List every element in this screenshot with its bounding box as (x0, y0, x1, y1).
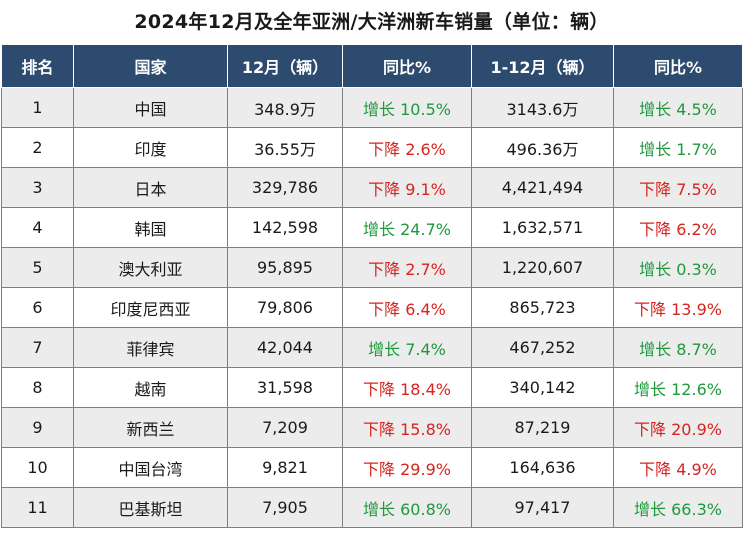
table-row: 8 越南 31,598 下降 18.4% 340,142 增长 12.6% (1, 367, 743, 408)
table-row: 10 中国台湾 9,821 下降 29.9% 164,636 下降 4.9% (1, 447, 743, 488)
rank-cell: 5 (1, 247, 74, 288)
annual-yoy-cell: 增长 0.3% (613, 247, 743, 288)
table-row: 3 日本 329,786 下降 9.1% 4,421,494 下降 7.5% (1, 167, 743, 208)
table-body: 1 中国 348.9万 增长 10.5% 3143.6万 增长 4.5% 2 印度 36.55万… (1, 87, 743, 528)
december-sales-cell: 31,598 (227, 367, 343, 408)
rank-cell: 3 (1, 167, 74, 208)
table-row: 2 印度 36.55万 下降 2.6% 496.36万 增长 1.7% (1, 127, 743, 168)
december-sales-cell: 329,786 (227, 167, 343, 208)
december-yoy-cell: 下降 9.1% (342, 167, 472, 208)
table-row: 6 印度尼西亚 79,806 下降 6.4% 865,723 下降 13.9% (1, 287, 743, 328)
annual-sales-cell: 3143.6万 (471, 87, 614, 128)
country-cell: 印度 (73, 127, 228, 168)
rank-cell: 10 (1, 447, 74, 488)
annual-sales-cell: 87,219 (471, 407, 614, 448)
december-yoy-cell: 下降 15.8% (342, 407, 472, 448)
header-annual-yoy: 同比% (613, 44, 743, 88)
december-sales-cell: 79,806 (227, 287, 343, 328)
table-row: 4 韩国 142,598 增长 24.7% 1,632,571 下降 6.2% (1, 207, 743, 248)
table-header: 排名 国家 12月（辆） 同比% 1-12月（辆） 同比% (1, 44, 743, 88)
header-country: 国家 (73, 44, 228, 88)
country-cell: 菲律宾 (73, 327, 228, 368)
annual-sales-cell: 496.36万 (471, 127, 614, 168)
december-yoy-cell: 下降 6.4% (342, 287, 472, 328)
table-row: 1 中国 348.9万 增长 10.5% 3143.6万 增长 4.5% (1, 87, 743, 128)
december-yoy-cell: 增长 60.8% (342, 487, 472, 528)
header-december-sales: 12月（辆） (227, 44, 343, 88)
annual-yoy-cell: 增长 66.3% (613, 487, 743, 528)
header-december-yoy: 同比% (342, 44, 472, 88)
december-sales-cell: 95,895 (227, 247, 343, 288)
country-cell: 澳大利亚 (73, 247, 228, 288)
country-cell: 巴基斯坦 (73, 487, 228, 528)
annual-yoy-cell: 增长 8.7% (613, 327, 743, 368)
december-yoy-cell: 增长 24.7% (342, 207, 472, 248)
annual-yoy-cell: 下降 20.9% (613, 407, 743, 448)
rank-cell: 4 (1, 207, 74, 248)
december-sales-cell: 7,209 (227, 407, 343, 448)
country-cell: 中国 (73, 87, 228, 128)
table-row: 7 菲律宾 42,044 增长 7.4% 467,252 增长 8.7% (1, 327, 743, 368)
annual-yoy-cell: 增长 1.7% (613, 127, 743, 168)
country-cell: 越南 (73, 367, 228, 408)
country-cell: 韩国 (73, 207, 228, 248)
december-yoy-cell: 增长 7.4% (342, 327, 472, 368)
header-annual-sales: 1-12月（辆） (471, 44, 614, 88)
annual-yoy-cell: 下降 6.2% (613, 207, 743, 248)
country-cell: 新西兰 (73, 407, 228, 448)
december-sales-cell: 9,821 (227, 447, 343, 488)
rank-cell: 6 (1, 287, 74, 328)
annual-yoy-cell: 下降 7.5% (613, 167, 743, 208)
rank-cell: 2 (1, 127, 74, 168)
table-row: 11 巴基斯坦 7,905 增长 60.8% 97,417 增长 66.3% (1, 487, 743, 528)
header-rank: 排名 (1, 44, 74, 88)
december-yoy-cell: 下降 18.4% (342, 367, 472, 408)
december-yoy-cell: 下降 2.7% (342, 247, 472, 288)
annual-yoy-cell: 增长 12.6% (613, 367, 743, 408)
header-row: 排名 国家 12月（辆） 同比% 1-12月（辆） 同比% (1, 44, 743, 88)
annual-sales-cell: 340,142 (471, 367, 614, 408)
december-sales-cell: 7,905 (227, 487, 343, 528)
rank-cell: 1 (1, 87, 74, 128)
rank-cell: 9 (1, 407, 74, 448)
country-cell: 印度尼西亚 (73, 287, 228, 328)
annual-sales-cell: 97,417 (471, 487, 614, 528)
december-yoy-cell: 下降 2.6% (342, 127, 472, 168)
rank-cell: 11 (1, 487, 74, 528)
annual-yoy-cell: 下降 13.9% (613, 287, 743, 328)
december-sales-cell: 142,598 (227, 207, 343, 248)
rank-cell: 7 (1, 327, 74, 368)
table-row: 9 新西兰 7,209 下降 15.8% 87,219 下降 20.9% (1, 407, 743, 448)
december-yoy-cell: 下降 29.9% (342, 447, 472, 488)
annual-sales-cell: 1,220,607 (471, 247, 614, 288)
rank-cell: 8 (1, 367, 74, 408)
annual-yoy-cell: 下降 4.9% (613, 447, 743, 488)
annual-sales-cell: 4,421,494 (471, 167, 614, 208)
december-sales-cell: 36.55万 (227, 127, 343, 168)
table-title: 2024年12月及全年亚洲/大洋洲新车销量（单位：辆） (134, 11, 609, 33)
annual-sales-cell: 1,632,571 (471, 207, 614, 248)
annual-sales-cell: 865,723 (471, 287, 614, 328)
annual-yoy-cell: 增长 4.5% (613, 87, 743, 128)
annual-sales-cell: 164,636 (471, 447, 614, 488)
country-cell: 日本 (73, 167, 228, 208)
december-sales-cell: 348.9万 (227, 87, 343, 128)
table-row: 5 澳大利亚 95,895 下降 2.7% 1,220,607 增长 0.3% (1, 247, 743, 288)
sales-table: 排名 国家 12月（辆） 同比% 1-12月（辆） 同比% 1 中国 348.9万增… (1, 44, 743, 528)
country-cell: 中国台湾 (73, 447, 228, 488)
december-yoy-cell: 增长 10.5% (342, 87, 472, 128)
december-sales-cell: 42,044 (227, 327, 343, 368)
annual-sales-cell: 467,252 (471, 327, 614, 368)
